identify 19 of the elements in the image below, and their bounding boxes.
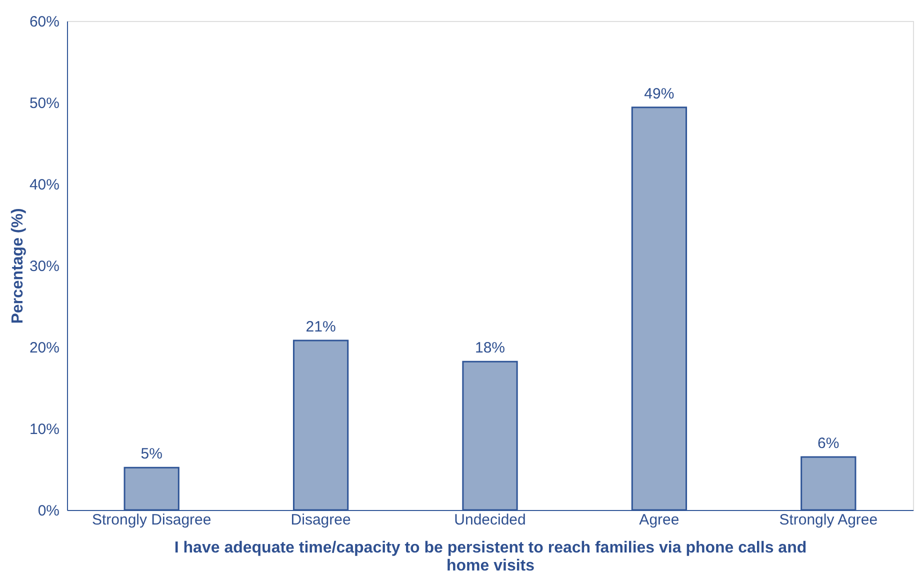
data-label: 5% — [140, 446, 162, 463]
y-axis-title: Percentage (%) — [9, 208, 26, 324]
x-tick-label: Undecided — [454, 512, 526, 528]
data-label: 6% — [818, 435, 840, 452]
x-tick-label: Disagree — [290, 512, 351, 528]
x-axis-title: I have adequate time/capacity to be persistent to reach families via phone calls and home visits — [174, 540, 807, 574]
data-label: 49% — [644, 85, 674, 102]
y-tick-label: 20% — [29, 340, 60, 356]
y-tick-label: 60% — [29, 14, 60, 30]
y-tick-label: 30% — [29, 258, 60, 275]
y-tick-label: 0% — [38, 502, 60, 520]
y-tick-label: 50% — [29, 95, 60, 112]
y-tick-label: 10% — [29, 421, 60, 438]
x-tick-label: Agree — [639, 512, 680, 528]
data-label: 21% — [306, 318, 336, 336]
x-tick-label: Strongly Disagree — [92, 512, 212, 528]
x-tick-label: Strongly Agree — [779, 512, 878, 528]
data-label: 18% — [474, 340, 506, 357]
y-tick-label: 40% — [29, 176, 60, 194]
